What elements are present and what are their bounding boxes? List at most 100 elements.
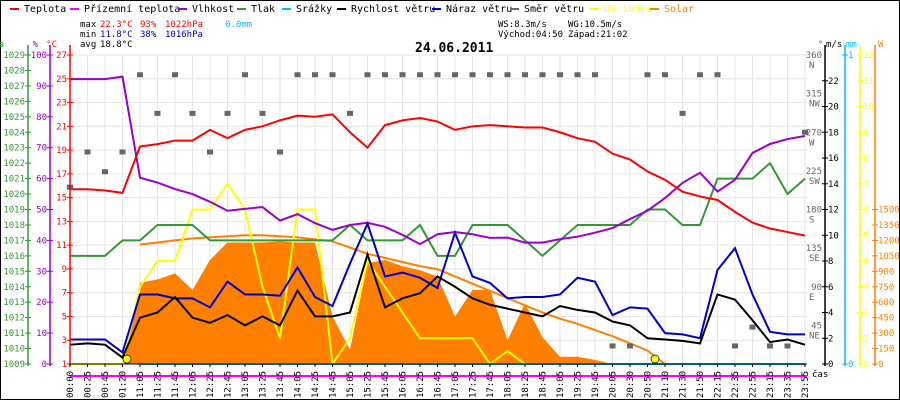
wind-tick-label: 16 <box>828 154 839 164</box>
x-tick-label: 23:15 <box>766 371 776 398</box>
stat-sunrise: Východ:04:50 <box>498 30 563 40</box>
pressure-tick-label: 1027 <box>3 82 25 92</box>
uv-tick-label: 9 <box>863 128 868 138</box>
temperature-tick-label: 23 <box>56 99 67 109</box>
direction-compass-label: SW <box>809 177 820 187</box>
wind-tick-label: 8 <box>828 257 833 267</box>
x-tick-label: 01:20 <box>119 371 129 398</box>
x-tick-label: 19:25 <box>574 371 584 398</box>
stat-avg-temp: 18.8°C <box>100 40 133 50</box>
stat-wind-speed: WS:8.3m/s <box>498 20 547 30</box>
wind-direction-point <box>224 110 231 116</box>
legend-swatch <box>510 8 519 10</box>
uv-tick-label: 5 <box>863 231 868 241</box>
wind-tick-label: 22 <box>828 77 839 87</box>
legend: Teplota Přízemní teplota Vlhkost Tlak Srážky… <box>10 3 694 15</box>
x-tick-label: 13:05 <box>241 371 251 398</box>
wind-direction-point <box>539 72 546 78</box>
legend-label: Náraz větru <box>446 3 512 15</box>
temperature-tick-label: 19 <box>56 146 67 156</box>
direction-tick-label: 270 <box>806 128 822 138</box>
wind-direction-point <box>609 343 616 349</box>
direction-axis-unit: ° <box>818 40 823 50</box>
wind-direction-point <box>382 72 388 78</box>
temperature-line <box>70 113 806 237</box>
stat-min-label: min <box>80 30 96 40</box>
x-tick-label: 23:35 <box>784 371 794 398</box>
x-tick-label: 13:45 <box>276 371 286 398</box>
x-tick-label: 15:05 <box>346 371 356 398</box>
wind-direction-point <box>172 72 178 78</box>
humidity-line <box>70 75 806 246</box>
legend-label: Přízemní teplota <box>84 3 180 15</box>
wind-tick-label: 18 <box>828 128 839 138</box>
wind-direction-point <box>102 169 108 175</box>
x-tick-label: 19:05 <box>556 371 566 398</box>
pressure-tick-label: 1015 <box>3 267 25 277</box>
x-tick-label: 12:25 <box>206 371 216 398</box>
stat-min-pressure: 1016hPa <box>165 30 203 40</box>
x-tick-label: 22:55 <box>749 371 759 398</box>
humidity-tick-label: 90 <box>36 82 47 92</box>
temperature-axis-unit: °C <box>46 40 57 50</box>
wind-direction-point <box>469 72 476 78</box>
x-tick-label: 15:45 <box>381 371 391 398</box>
humidity-tick-label: 100 <box>31 51 47 61</box>
x-axis-label: čas <box>812 369 828 380</box>
pressure-tick-label: 1012 <box>3 314 25 324</box>
temperature-tick-label: 11 <box>56 241 67 251</box>
solar-tick-label: 900 <box>878 267 894 277</box>
direction-compass-label: S <box>809 216 814 226</box>
x-tick-label: 20:50 <box>644 371 654 398</box>
temperature-tick-label: 27 <box>56 51 67 61</box>
wind-direction-point <box>294 72 301 78</box>
x-tick-label: 19:45 <box>591 371 601 398</box>
wind-direction-point <box>679 110 686 116</box>
wind-tick-label: 0 <box>828 360 833 370</box>
humidity-tick-label: 60 <box>36 175 47 185</box>
wind-direction-point <box>644 72 651 78</box>
temperature-tick-label: 5 <box>62 312 67 322</box>
solar-axis-unit: W <box>878 40 884 50</box>
rain-axis-unit: mm <box>846 40 857 50</box>
wind-direction-point <box>399 72 406 78</box>
direction-tick-label: 360 <box>806 51 822 61</box>
humidity-tick-label: 10 <box>36 329 47 339</box>
direction-tick-label: 315 <box>806 90 822 100</box>
wind-axis-unit: m/s <box>826 40 842 50</box>
x-tick-label: 11:25 <box>154 371 164 398</box>
x-tick-label: 18:45 <box>539 371 549 398</box>
x-tick-label: 12:05 <box>189 371 199 398</box>
stat-wind-gust: WG:10.5m/s <box>568 20 622 30</box>
x-tick-label: 14:25 <box>311 371 321 398</box>
wind-direction-point <box>329 72 336 78</box>
pressure-tick-label: 1025 <box>3 113 25 123</box>
direction-tick-label: 90 <box>811 283 822 293</box>
direction-compass-label: N <box>809 61 814 71</box>
x-tick-label: 00:00 <box>66 371 76 398</box>
x-tick-label: 12:45 <box>224 371 234 398</box>
wind-direction-point <box>189 110 196 116</box>
x-tick-label: 16:25 <box>416 371 426 398</box>
uv-tick-label: 2 <box>863 309 868 319</box>
humidity-tick-label: 80 <box>36 113 47 123</box>
stats-panel: max 22.3°C 93% 1022hPa 0.0mm min 11.8°C … <box>80 20 628 50</box>
x-tick-label: 18:25 <box>521 371 531 398</box>
temperature-tick-label: 9 <box>62 265 67 275</box>
legend-swatch <box>237 8 246 10</box>
stat-max-pressure: 1022hPa <box>165 20 203 30</box>
solar-tick-label: 1350 <box>878 221 900 231</box>
legend-label: Solar <box>664 4 694 15</box>
legend-label: Srážky <box>296 3 332 15</box>
x-tick-label: 21:10 <box>661 371 671 398</box>
x-tick-label: 16:45 <box>434 371 444 398</box>
wind-gust-line <box>70 220 805 355</box>
temperature-tick-label: 7 <box>62 289 67 299</box>
x-tick-label: 14:45 <box>329 371 339 398</box>
wind-tick-label: 10 <box>828 231 839 241</box>
wind-direction-point <box>749 324 756 330</box>
direction-compass-label: NE <box>809 331 820 341</box>
x-tick-label: 11:05 <box>136 371 146 398</box>
direction-tick-label: 135 <box>806 244 822 254</box>
